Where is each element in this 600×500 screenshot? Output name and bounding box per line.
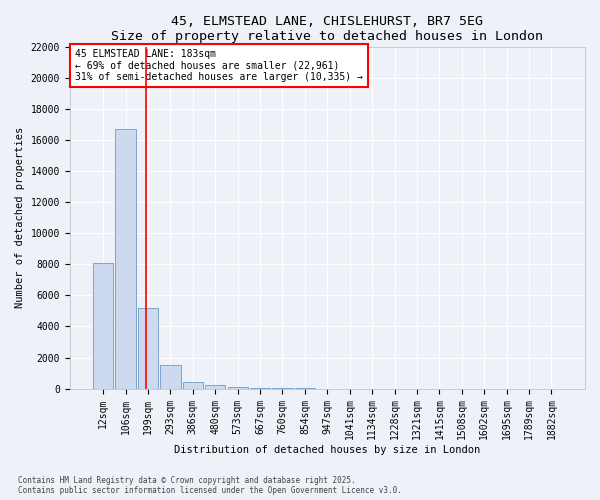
Y-axis label: Number of detached properties: Number of detached properties [15,127,25,308]
X-axis label: Distribution of detached houses by size in London: Distribution of detached houses by size … [174,445,481,455]
Bar [93,263,113,388]
Title: 45, ELMSTEAD LANE, CHISLEHURST, BR7 5EG
Size of property relative to detached ho: 45, ELMSTEAD LANE, CHISLEHURST, BR7 5EG … [112,15,544,43]
Bar [115,130,136,388]
Bar [160,364,181,388]
Bar [138,308,158,388]
Bar [183,382,203,388]
Bar [227,386,248,388]
Text: Contains HM Land Registry data © Crown copyright and database right 2025.
Contai: Contains HM Land Registry data © Crown c… [18,476,402,495]
Bar [205,386,226,388]
Text: 45 ELMSTEAD LANE: 183sqm
← 69% of detached houses are smaller (22,961)
31% of se: 45 ELMSTEAD LANE: 183sqm ← 69% of detach… [75,48,362,82]
